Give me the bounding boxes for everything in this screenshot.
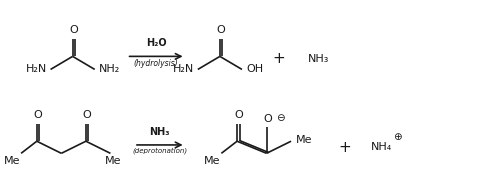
Text: OH: OH [246,65,263,74]
Text: NH₄: NH₄ [371,142,392,152]
Text: Me: Me [4,156,20,166]
Text: NH₂: NH₂ [98,65,120,74]
Text: H₂O: H₂O [146,38,167,48]
Text: H₂N: H₂N [26,65,46,74]
Text: +: + [272,51,285,66]
Text: Me: Me [204,156,221,166]
Text: (hydrolysis): (hydrolysis) [134,59,178,68]
Text: O: O [82,110,92,120]
Text: O: O [216,25,226,35]
Text: (deprotonation): (deprotonation) [132,147,188,154]
Text: ⊕: ⊕ [393,132,402,142]
Text: ⊖: ⊖ [276,113,284,123]
Text: Me: Me [104,156,121,166]
Text: O: O [264,113,272,123]
Text: NH₃: NH₃ [150,127,170,137]
Text: Me: Me [296,135,312,145]
Text: NH₃: NH₃ [308,54,329,64]
Text: O: O [234,110,242,120]
Text: O: O [34,110,42,120]
Text: H₂N: H₂N [172,65,194,74]
Text: O: O [70,25,78,35]
Text: +: + [338,140,351,155]
